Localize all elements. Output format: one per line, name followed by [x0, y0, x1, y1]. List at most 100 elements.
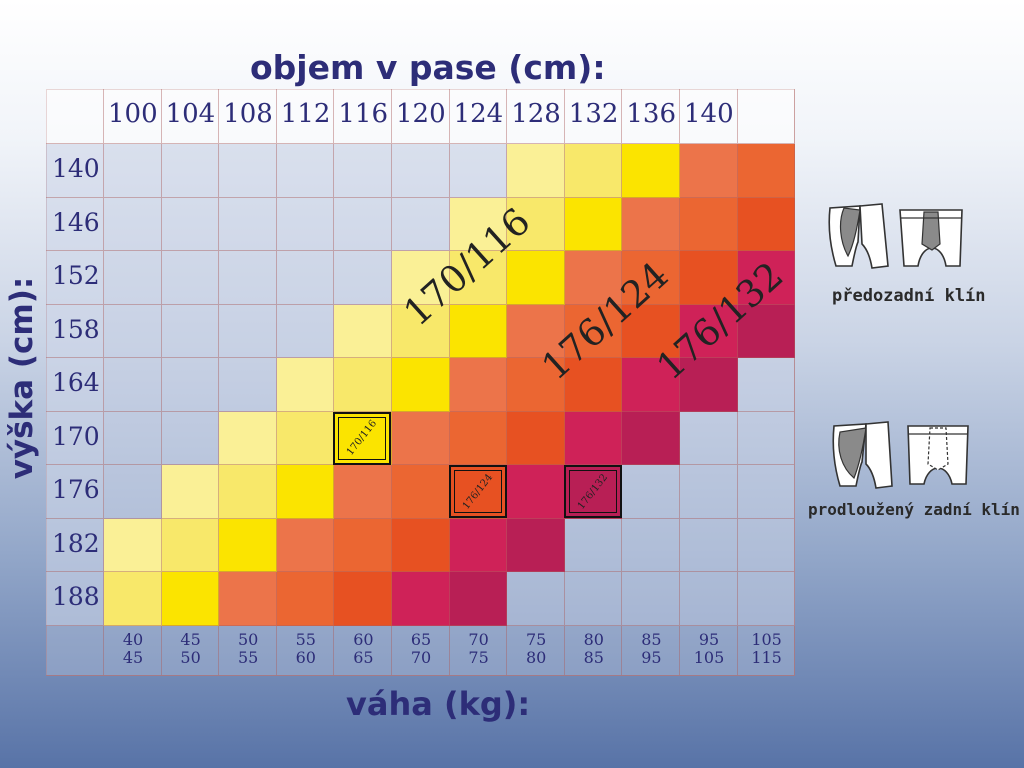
weight-cell: [334, 625, 392, 676]
size-cell: [161, 518, 220, 572]
weight-from: 45: [180, 629, 201, 649]
size-cell: [507, 411, 565, 465]
weight-corner-cell: [46, 625, 104, 676]
weight-cell: [161, 625, 220, 676]
weight-from: 80: [583, 629, 604, 649]
size-cell: [219, 251, 277, 305]
size-cell: [334, 411, 392, 465]
size-cell: [622, 197, 680, 251]
weight-to: 105: [693, 647, 725, 667]
size-cell: [104, 411, 162, 465]
weight-to: 60: [295, 647, 316, 667]
size-cell: [449, 572, 508, 626]
height-label: 176: [52, 475, 100, 504]
height-label: 164: [52, 368, 100, 397]
size-cell: [276, 411, 335, 465]
legend-gusset-extended-back: prodloužený zadní klín: [808, 500, 1020, 519]
height-cell: [46, 518, 104, 572]
size-cell: [680, 465, 738, 519]
weight-label: 60 65: [335, 630, 391, 667]
size-cell: [334, 465, 392, 519]
size-cell: [622, 518, 680, 572]
weight-to: 65: [353, 647, 374, 667]
weight-from: 50: [238, 629, 259, 649]
weight-cell: [449, 625, 508, 676]
waist-header-cell: [334, 89, 392, 144]
waist-axis-title: objem v pase (cm):: [250, 48, 606, 87]
size-marker-box: 176/132: [563, 465, 622, 518]
weight-cell: [104, 625, 162, 676]
weight-to: 70: [410, 647, 432, 667]
weight-to: 95: [641, 647, 662, 667]
size-marker-box: 170/116: [333, 411, 392, 465]
size-cell: [104, 572, 162, 626]
corner-cell: [46, 89, 104, 144]
size-cell: [104, 197, 162, 251]
size-cell: [219, 572, 277, 626]
size-cell: [449, 251, 508, 305]
size-cell: [392, 358, 450, 412]
size-cell: [564, 144, 623, 198]
size-cell: [622, 465, 680, 519]
size-cell: [507, 518, 565, 572]
height-label: 158: [52, 314, 100, 344]
weight-to: 55: [238, 647, 259, 667]
waist-header-cell: [104, 89, 162, 144]
height-cell: [46, 251, 104, 305]
size-cell: [219, 518, 277, 572]
size-cell: [680, 572, 738, 626]
size-cell: [104, 518, 162, 572]
size-cell: [680, 411, 738, 465]
weight-from: 95: [698, 629, 720, 649]
size-cell: [161, 197, 220, 251]
height-label: 182: [52, 528, 100, 558]
size-cell: [507, 304, 565, 358]
size-cell: [564, 304, 623, 358]
size-cell: [334, 197, 392, 251]
waist-header-cell: [449, 89, 508, 144]
size-cell: [507, 251, 565, 305]
size-cell: [334, 251, 392, 305]
weight-from: 65: [410, 629, 432, 649]
weight-from: 105: [751, 629, 782, 649]
height-cell: [46, 465, 104, 519]
weight-label: 55 60: [278, 629, 334, 667]
size-cell: [507, 197, 565, 251]
size-cell: [449, 304, 508, 358]
size-cell: [104, 304, 162, 358]
size-cell: [161, 572, 220, 626]
size-cell: [334, 144, 392, 198]
height-cell: [46, 358, 104, 412]
size-cell: [392, 572, 450, 626]
waist-label: 136: [626, 99, 677, 129]
size-cell: [104, 358, 162, 412]
waist-label: 128: [511, 99, 561, 129]
size-cell: [334, 358, 392, 412]
size-cell: [334, 518, 392, 572]
waist-header-cell: [161, 89, 220, 144]
weight-cell: [680, 625, 738, 676]
size-cell: [276, 572, 335, 626]
weight-to: 75: [468, 647, 489, 667]
weight-from: 55: [295, 629, 316, 649]
waist-header-cell: [276, 89, 335, 144]
weight-to: 85: [583, 647, 604, 667]
size-cell: [622, 358, 680, 412]
waist-label: 124: [453, 99, 504, 129]
weight-to: 45: [122, 647, 144, 667]
size-cell: [219, 197, 277, 251]
size-cell: [680, 518, 738, 572]
size-cell: [680, 144, 738, 198]
size-cell: [564, 251, 623, 305]
size-cell: [392, 197, 450, 251]
size-cell: [564, 358, 623, 412]
height-label: 188: [52, 582, 100, 611]
size-marker-inner: [453, 470, 502, 513]
size-chart-grid: 100 104 108 112 116 120 124 128 132 136 140 140 146 1…: [46, 89, 796, 676]
waist-label: 104: [165, 99, 216, 129]
size-cell: [680, 304, 738, 358]
weight-label: 85 95: [623, 630, 679, 667]
legend-gusset-front-back: předozadní klín: [832, 286, 986, 306]
weight-label: 45 50: [163, 629, 219, 667]
weight-label: 75 80: [508, 630, 564, 667]
